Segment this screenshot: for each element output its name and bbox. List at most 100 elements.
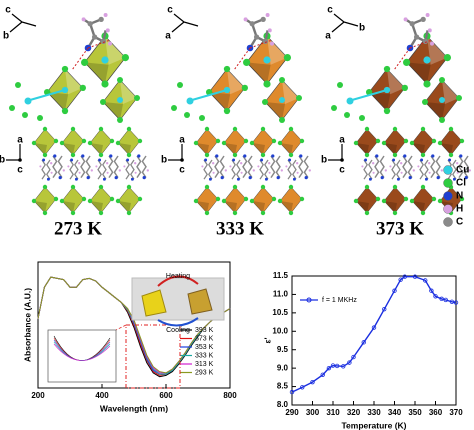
atom [184,112,190,118]
axis-dot [18,158,22,162]
axis-letter: c [327,5,333,16]
marker [326,365,332,371]
polyhedron [353,126,381,158]
y-tick-label: 10.5 [272,308,288,317]
marker [412,274,418,279]
plot-frame [291,275,457,406]
axis-letter: c [339,165,345,176]
marker [392,288,397,293]
x-tick-label: 350 [408,408,422,417]
axis-arrows [6,144,21,161]
annotation: Cooling [166,327,190,334]
atom [331,105,337,111]
axis-dot [180,158,184,162]
h-bond [393,39,433,71]
temperature-label: 373 K [376,218,424,239]
polyhedron [360,157,376,182]
element-swatch [443,178,453,188]
x-tick-label: 340 [388,408,402,417]
polyhedron [200,157,216,182]
marker [402,274,407,279]
axis-letter: c [17,165,23,176]
x-axis-label: Wavelength (nm) [100,403,168,413]
charts: 200 400 600 800 Wavelength (nm) Absorbance (A… [22,261,463,430]
axis-letter: a [325,31,331,42]
marker [351,354,356,360]
legend-label: f = 1 MKHz [322,297,357,304]
axis-arrows [331,13,359,33]
crystal-photo [141,289,167,317]
crystal-photo [187,288,213,315]
polyhedron [427,153,444,180]
y-axis-label: ε' [262,337,272,343]
axis-letter: b [321,155,327,166]
legend-label: 393 K [195,327,214,334]
y-tick-label: 11.5 [273,271,289,280]
polyhedron [277,126,305,158]
polyhedron [284,157,300,182]
inset-curve [53,343,111,361]
polyhedron [193,184,221,216]
atom [346,97,354,105]
x-tick-label: 360 [429,408,443,417]
series-line [291,276,457,393]
axis-letter: c [179,165,185,176]
element-swatch [443,217,453,227]
atom [9,105,15,111]
polyhedron [437,126,465,158]
element-swatch [443,165,453,175]
marker [310,379,315,385]
axis-letter: c [167,5,173,16]
inset [47,329,117,383]
marker [449,299,455,304]
legend-marker [306,297,312,303]
marker [439,296,444,302]
atom [22,112,28,118]
y-axis-label: Absorbance (A.U.) [22,288,32,362]
marker [334,363,340,369]
axis-dot [340,158,344,162]
polyhedron [353,184,381,216]
marker [330,363,336,368]
marker [433,294,438,299]
bond [351,89,388,101]
atom [337,82,343,88]
x-axis-label: Temperature (K) [341,420,406,430]
element-label: Cu [456,165,469,176]
polyhedron [66,157,82,182]
polyhedron [221,126,249,158]
polyhedron [105,153,122,180]
axis-letter: a [17,135,23,146]
polyhedron [228,157,244,182]
polyhedron [239,153,256,180]
x-tick-label: 200 [31,391,45,400]
legend-label: 373 K [195,335,214,342]
axis-letter: a [165,31,171,42]
y-tick-label: 8.0 [277,400,289,409]
axis-arrows [171,13,199,33]
axis-arrows [168,144,183,161]
polyhedron [133,153,150,180]
marker [443,297,448,303]
y-tick-label: 9.5 [277,345,289,354]
crystal-structures: c b a b c 273 K c a a b c 333 K c a b a b c 373 K Cu Cl NHC [0,5,472,239]
atom [37,115,43,121]
polyhedron [193,126,221,158]
polyhedron [115,126,143,158]
legend-label: 293 K [195,369,214,376]
marker [341,364,346,369]
marker [382,306,387,312]
x-tick-label: 330 [367,408,381,417]
atom [15,82,21,88]
x-tick-label: 800 [223,391,237,400]
marker [398,277,403,282]
legend-label: 333 K [195,352,214,359]
element-swatch [443,204,453,214]
x-tick-label: 300 [306,408,320,417]
axis-letter: a [179,135,185,146]
axis-arrows [9,13,37,33]
polyhedron [277,184,305,216]
polyhedron [388,157,404,182]
polyhedron [38,157,54,182]
